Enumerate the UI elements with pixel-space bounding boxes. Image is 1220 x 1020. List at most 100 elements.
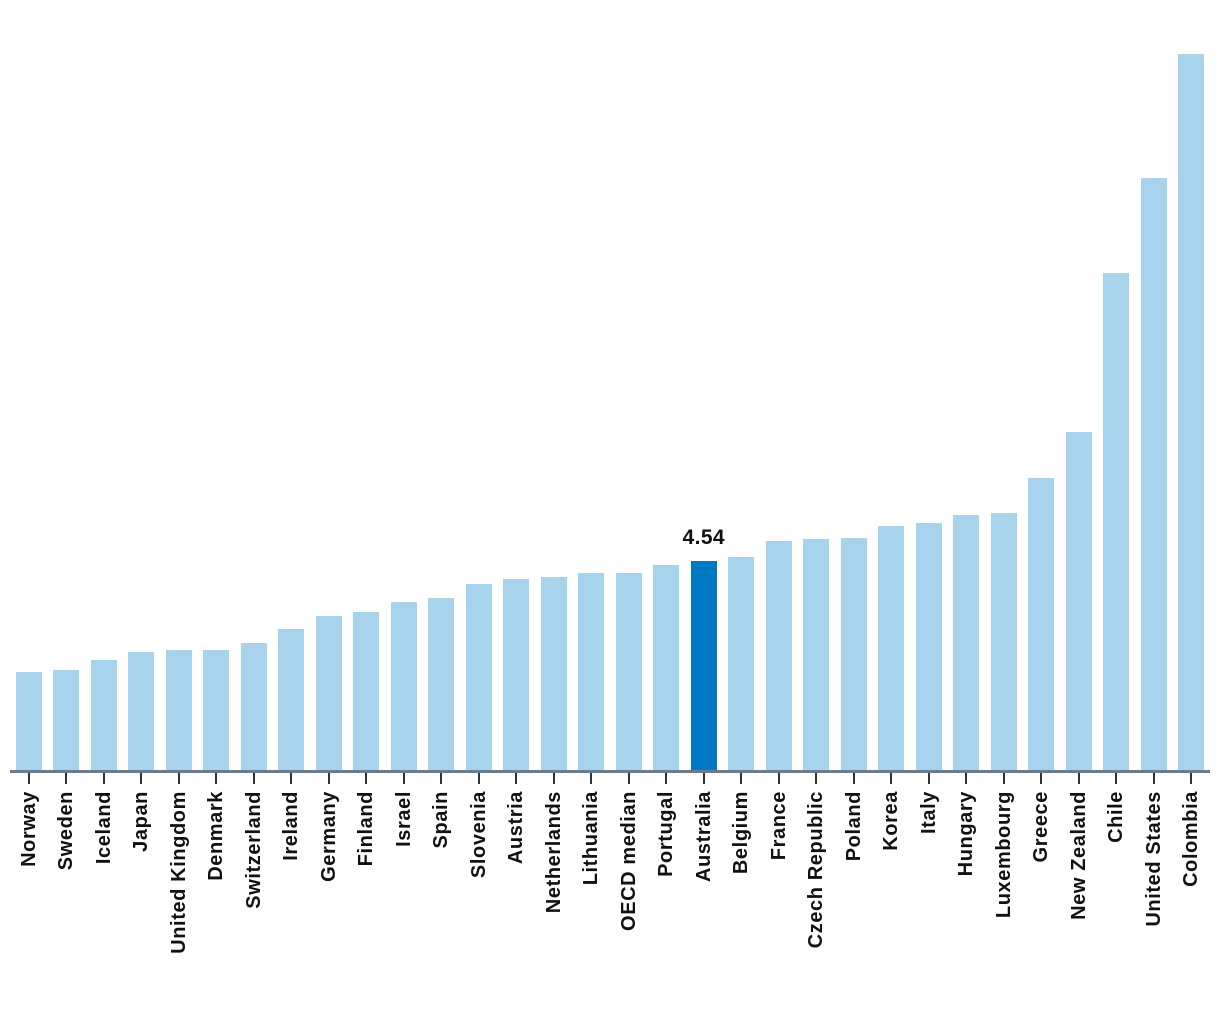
plot-area: 4.54 (10, 0, 1210, 770)
label-cell-poland: Poland (835, 791, 873, 861)
tick-cell-ireland (273, 773, 311, 784)
label-cell-netherlands: Netherlands (535, 791, 573, 913)
bar-cell-lithuania (573, 573, 611, 770)
x-label-korea: Korea (880, 791, 903, 851)
x-label-hungary: Hungary (955, 791, 978, 877)
label-cell-denmark: Denmark (198, 791, 236, 881)
bar-cell-iceland (85, 660, 123, 770)
tick-mark (1002, 773, 1005, 784)
bar-luxembourg (990, 513, 1017, 770)
x-label-poland: Poland (842, 791, 865, 862)
bar-italy (915, 523, 942, 770)
tick-cell-united-states (1135, 773, 1173, 784)
x-label-spain: Spain (430, 791, 453, 849)
bar-cell-poland (835, 538, 873, 770)
bar-switzerland (240, 643, 267, 770)
bar-cell-greece (1023, 478, 1061, 770)
tick-mark (927, 773, 930, 784)
tick-mark (702, 773, 705, 784)
bar-cell-ireland (273, 629, 311, 770)
x-axis-line (10, 770, 1210, 773)
tick-mark (402, 773, 405, 784)
label-cell-chile: Chile (1098, 791, 1136, 843)
tick-cell-united-kingdom (160, 773, 198, 784)
tick-cell-denmark (198, 773, 236, 784)
label-cell-switzerland: Switzerland (235, 791, 273, 909)
tick-cell-slovenia (460, 773, 498, 784)
tick-cell-israel (385, 773, 423, 784)
tick-mark (327, 773, 330, 784)
x-label-switzerland: Switzerland (242, 791, 265, 909)
bar-lithuania (578, 573, 605, 770)
label-cell-greece: Greece (1023, 791, 1061, 862)
label-cell-finland: Finland (348, 791, 386, 866)
tick-cell-lithuania (573, 773, 611, 784)
bar-chart: 4.54 Norway Sweden Iceland Japan United King… (10, 0, 1210, 954)
x-axis-ticks (10, 773, 1210, 784)
tick-mark (740, 773, 743, 784)
tick-mark (590, 773, 593, 784)
x-label-austria: Austria (505, 791, 528, 865)
bar-chile (1103, 273, 1130, 770)
x-label-france: France (767, 791, 790, 861)
tick-mark (290, 773, 293, 784)
x-axis-labels: Norway Sweden Iceland Japan United Kingdom De… (10, 784, 1210, 954)
bar-hungary (953, 515, 980, 770)
label-cell-luxembourg: Luxembourg (985, 791, 1023, 918)
x-label-israel: Israel (392, 791, 415, 847)
tick-mark (815, 773, 818, 784)
bar-france (765, 541, 792, 770)
tick-mark (777, 773, 780, 784)
tick-mark (1040, 773, 1043, 784)
tick-cell-colombia (1173, 773, 1211, 784)
tick-cell-switzerland (235, 773, 273, 784)
bar-austria (503, 579, 530, 770)
x-label-portugal: Portugal (655, 791, 678, 877)
x-label-oecd-median: OECD median (617, 791, 640, 931)
bar-australia (690, 561, 717, 770)
label-cell-oecd-median: OECD median (610, 791, 648, 931)
tick-cell-korea (873, 773, 911, 784)
bar-finland (353, 612, 380, 770)
tick-mark (890, 773, 893, 784)
bar-cell-denmark (198, 650, 236, 770)
bar-cell-israel (385, 602, 423, 770)
bar-czech-republic (803, 539, 830, 770)
tick-mark (102, 773, 105, 784)
tick-mark (252, 773, 255, 784)
tick-mark (65, 773, 68, 784)
label-cell-czech-republic: Czech Republic (798, 791, 836, 948)
tick-cell-chile (1098, 773, 1136, 784)
tick-mark (177, 773, 180, 784)
x-label-united-kingdom: United Kingdom (167, 791, 190, 954)
label-cell-spain: Spain (423, 791, 461, 848)
tick-cell-new-zealand (1060, 773, 1098, 784)
bar-israel (390, 602, 417, 770)
tick-cell-czech-republic (798, 773, 836, 784)
bar-united-kingdom (165, 650, 192, 770)
x-label-colombia: Colombia (1180, 791, 1203, 887)
bar-cell-new-zealand (1060, 432, 1098, 770)
label-cell-lithuania: Lithuania (573, 791, 611, 885)
tick-cell-germany (310, 773, 348, 784)
bar-cell-germany (310, 616, 348, 770)
x-label-netherlands: Netherlands (542, 791, 565, 914)
tick-cell-france (760, 773, 798, 784)
tick-cell-norway (10, 773, 48, 784)
bar-japan (128, 652, 155, 770)
tick-mark (1152, 773, 1155, 784)
label-cell-sweden: Sweden (48, 791, 86, 870)
bar-norway (15, 672, 42, 770)
label-cell-belgium: Belgium (723, 791, 761, 874)
bar-korea (878, 526, 905, 770)
bar-cell-luxembourg (985, 513, 1023, 770)
tick-mark (365, 773, 368, 784)
x-label-czech-republic: Czech Republic (805, 791, 828, 949)
tick-mark (1190, 773, 1193, 784)
bar-slovenia (465, 584, 492, 770)
bar-cell-hungary (948, 515, 986, 770)
tick-cell-oecd-median (610, 773, 648, 784)
x-label-greece: Greece (1030, 791, 1053, 863)
bar-cell-belgium (723, 557, 761, 770)
bar-poland (840, 538, 867, 770)
